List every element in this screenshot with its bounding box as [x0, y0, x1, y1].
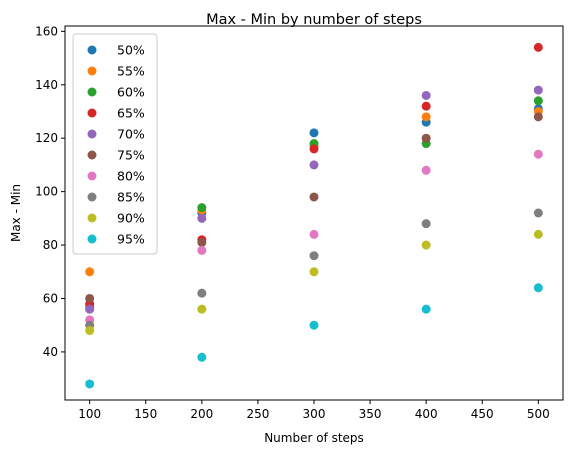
legend-marker — [87, 213, 97, 223]
data-point — [197, 304, 207, 314]
legend-label: 80% — [117, 169, 145, 184]
data-point — [309, 229, 319, 239]
x-axis-title: Number of steps — [264, 431, 364, 445]
data-point — [533, 42, 543, 52]
series-95pct — [85, 283, 543, 389]
data-point — [85, 379, 95, 389]
y-tick-label: 160 — [35, 24, 58, 38]
data-point — [197, 288, 207, 298]
legend-marker — [87, 66, 97, 76]
data-point — [421, 90, 431, 100]
legend-label: 95% — [117, 232, 145, 247]
data-point — [309, 192, 319, 202]
y-tick-label: 80 — [43, 238, 58, 252]
legend-label: 55% — [117, 64, 145, 79]
data-point — [421, 240, 431, 250]
x-tick-label: 100 — [78, 407, 101, 421]
data-point — [309, 251, 319, 261]
x-tick-label: 250 — [246, 407, 269, 421]
data-point — [421, 101, 431, 111]
x-tick-label: 400 — [415, 407, 438, 421]
chart-title: Max - Min by number of steps — [206, 12, 422, 28]
y-tick-label: 60 — [43, 291, 58, 305]
series-70pct — [85, 85, 543, 314]
data-point — [533, 149, 543, 159]
legend-marker — [87, 150, 97, 160]
legend-marker — [87, 87, 97, 97]
legend-marker — [87, 234, 97, 244]
data-point — [85, 326, 95, 336]
legend-marker — [87, 129, 97, 139]
x-tick-label: 150 — [134, 407, 157, 421]
y-tick-label: 100 — [35, 185, 58, 199]
x-tick-label: 350 — [359, 407, 382, 421]
y-tick-label: 120 — [35, 131, 58, 145]
x-tick-label: 500 — [527, 407, 550, 421]
legend-marker — [87, 108, 97, 118]
data-point — [197, 203, 207, 213]
legend-marker — [87, 192, 97, 202]
series-80pct — [85, 149, 543, 325]
data-point — [85, 304, 95, 314]
y-tick-label: 40 — [43, 345, 58, 359]
data-point — [309, 160, 319, 170]
data-point — [533, 85, 543, 95]
data-point — [309, 144, 319, 154]
data-point — [421, 165, 431, 175]
data-point — [309, 267, 319, 277]
data-point — [197, 237, 207, 247]
data-point — [533, 96, 543, 106]
y-axis-title: Max - Min — [9, 184, 23, 242]
legend-label: 50% — [117, 43, 145, 58]
data-point — [421, 133, 431, 143]
data-point — [533, 283, 543, 293]
data-point — [533, 229, 543, 239]
series-90pct — [85, 229, 543, 336]
data-point — [421, 304, 431, 314]
data-point — [309, 128, 319, 138]
data-point — [197, 352, 207, 362]
data-point — [533, 208, 543, 218]
series-75pct — [85, 112, 543, 303]
legend-label: 75% — [117, 148, 145, 163]
legend-label: 85% — [117, 190, 145, 205]
data-point — [85, 293, 95, 303]
data-point — [421, 219, 431, 229]
data-point — [421, 112, 431, 122]
data-point — [533, 112, 543, 122]
legend-marker — [87, 171, 97, 181]
data-point — [197, 245, 207, 255]
data-point — [197, 213, 207, 223]
y-tick-label: 140 — [35, 78, 58, 92]
legend-label: 90% — [117, 211, 145, 226]
legend-marker — [87, 45, 97, 55]
data-point — [309, 320, 319, 330]
x-tick-label: 300 — [303, 407, 326, 421]
legend-label: 65% — [117, 106, 145, 121]
x-tick-label: 200 — [190, 407, 213, 421]
data-point — [85, 267, 95, 277]
x-tick-label: 450 — [471, 407, 494, 421]
legend-label: 70% — [117, 127, 145, 142]
legend-label: 60% — [117, 85, 145, 100]
